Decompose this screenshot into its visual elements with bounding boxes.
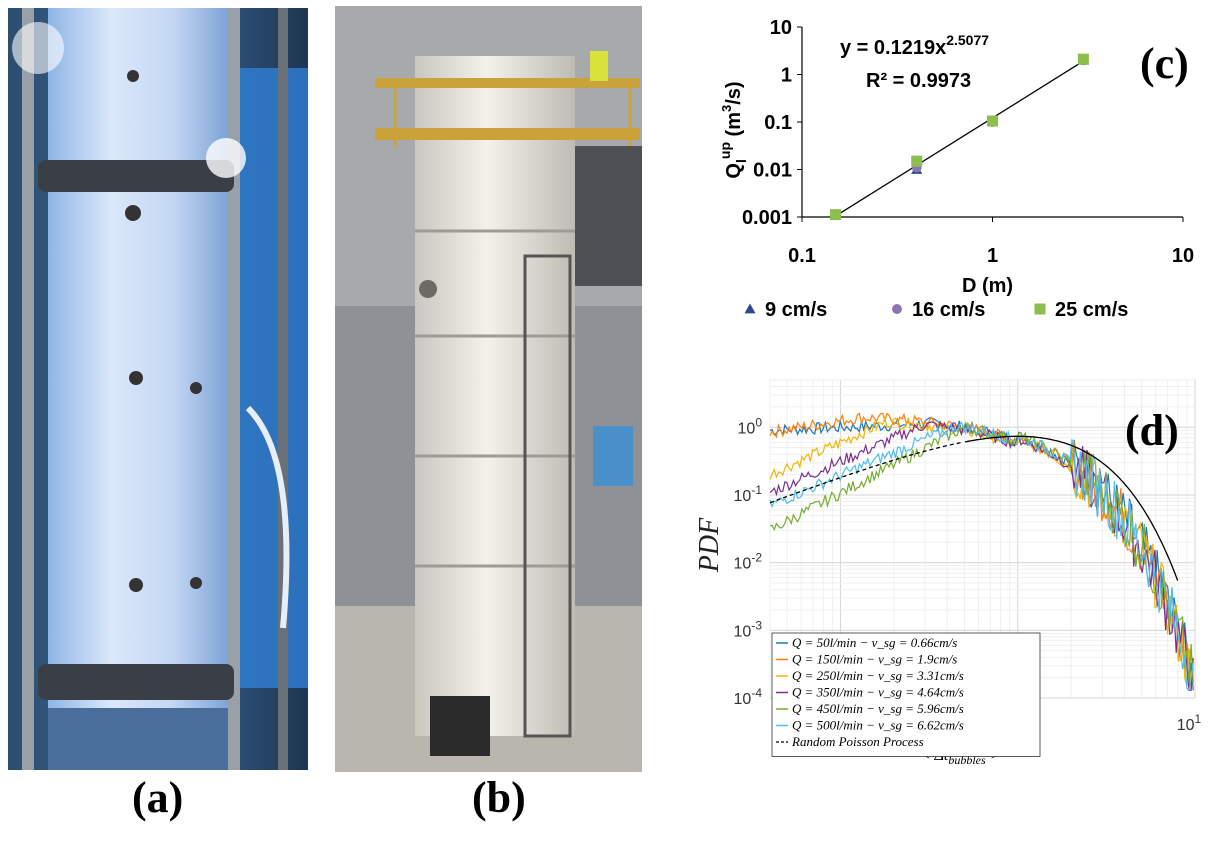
legend-label: Q = 500l/min − v_sg = 6.62cm/s [792,718,964,733]
y-tick-label: 0.001 [742,207,792,229]
panel-label-a: (a) [132,773,184,822]
data-point-square [911,155,923,167]
trendline-equation: y = 0.1219x2.5077 [840,32,989,59]
panel-label-c: (c) [1140,39,1189,88]
y-tick-label: 10 [770,17,792,39]
data-point-square [987,115,998,127]
y-tick-label: 10-1 [734,483,763,505]
legend-marker-square [1034,303,1046,315]
y-tick-label: 1 [781,65,792,87]
x-tick-label: 10 [1172,245,1194,267]
reference-curve-solid [964,435,1179,581]
trendline [835,60,1084,217]
data-point-square [830,209,842,221]
panel-label-b: (b) [472,773,526,822]
x-axis-label: D (m) [962,275,1013,297]
series-line [769,420,1194,692]
x-tick-label: 101 [1177,712,1202,734]
x-tick-label: 0.1 [788,245,816,267]
data-point-square [1077,53,1089,65]
legend-label: Q = 450l/min − v_sg = 5.96cm/s [792,701,964,716]
legend-label: Q = 250l/min − v_sg = 3.31cm/s [792,668,964,683]
legend-marker-triangle [744,303,756,314]
series-line [769,421,1194,684]
y-tick-label: 10-3 [734,618,763,640]
y-tick-label: 100 [738,415,763,437]
y-axis-label: Qlup (m3/s) [717,81,749,178]
photo-industrial-column [335,6,642,772]
series-line [769,420,1194,691]
legend-box [771,632,1041,757]
y-tick-label: 10-2 [734,551,763,573]
y-tick-label: 0.01 [753,160,792,182]
x-tick-label: 1 [987,245,998,267]
y-tick-label: 0.1 [764,112,792,134]
legend-label: Q = 150l/min − v_sg = 1.9cm/s [792,652,957,667]
legend-label: 9 cm/s [765,299,827,321]
y-axis-label: PDF [694,517,725,573]
legend-label: Random Poisson Process [791,734,924,749]
legend-label: 16 cm/s [912,299,985,321]
legend-marker-circle [892,304,902,314]
legend: Q = 50l/min − v_sg = 0.66cm/s Q = 150l/mi… [771,632,1041,757]
r-squared-label: R² = 0.9973 [866,70,971,92]
panel-label-d: (d) [1125,406,1179,455]
photo-bubble-column-lab [8,8,308,770]
legend-label: Q = 50l/min − v_sg = 0.66cm/s [792,635,957,650]
legend-label: 25 cm/s [1055,299,1128,321]
reference-curve-dashed [769,441,964,504]
legend-label: Q = 350l/min − v_sg = 4.64cm/s [792,685,964,700]
chart-c-flow-vs-diameter: 0.001 0.01 0.1 1 10 0.1 1 10 D (m) Qlup (m3/s) y =… [650,0,1210,340]
y-tick-label: 10-4 [734,686,763,708]
